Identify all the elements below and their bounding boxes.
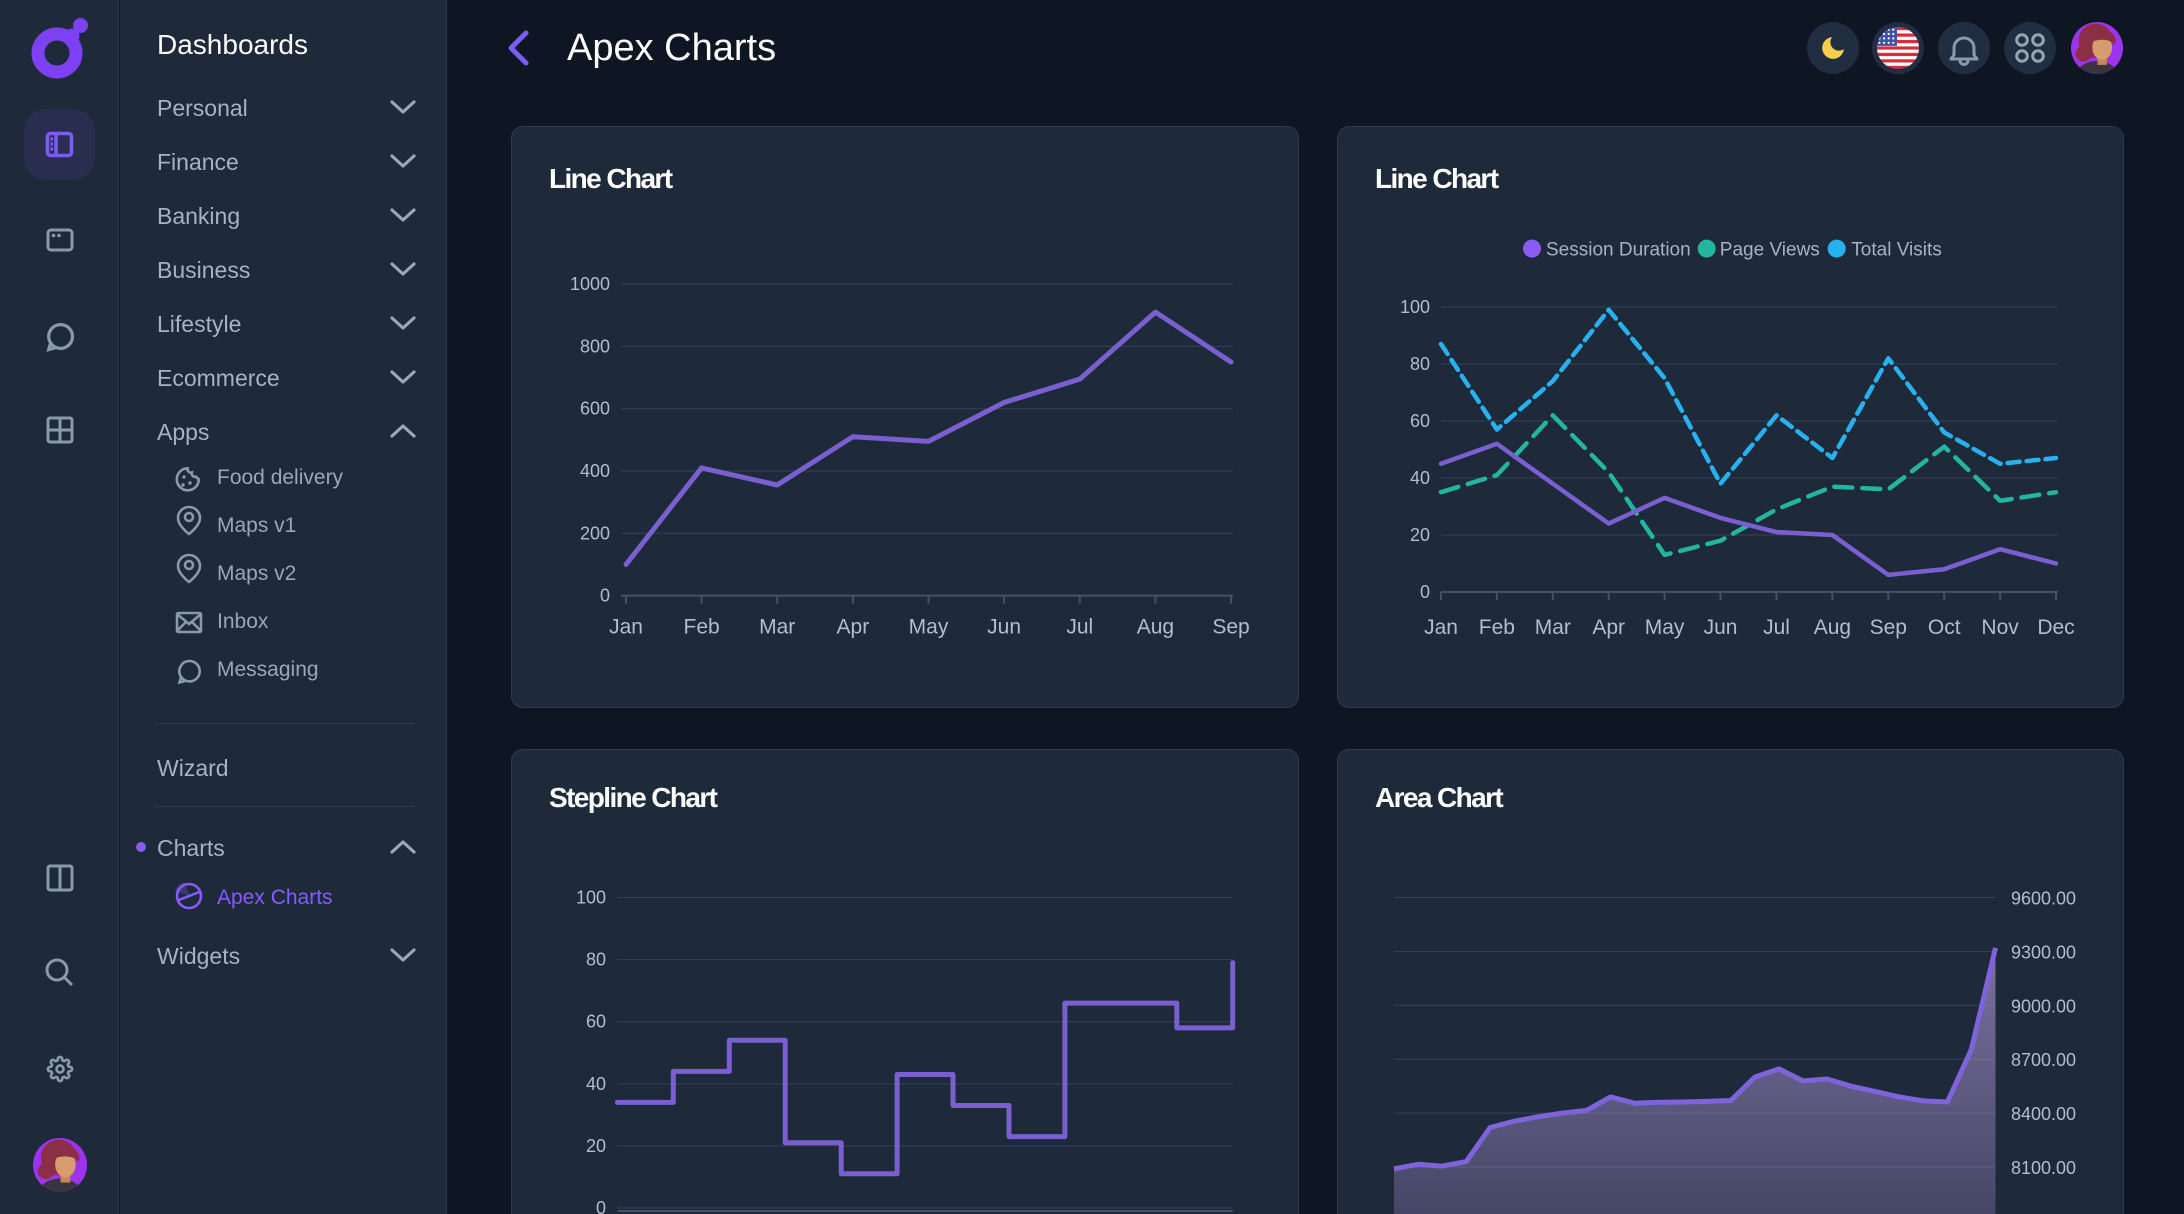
svg-text:Area Chart: Area Chart	[1375, 782, 1503, 813]
svg-text:Session Duration: Session Duration	[1546, 240, 1691, 261]
svg-text:Stepline Chart: Stepline Chart	[549, 782, 718, 813]
svg-text:9300.00: 9300.00	[2011, 942, 2076, 962]
svg-text:Line Chart: Line Chart	[549, 163, 673, 194]
svg-text:60: 60	[586, 1012, 606, 1032]
svg-text:60: 60	[1410, 411, 1430, 431]
svg-text:Aug: Aug	[1137, 616, 1174, 639]
svg-text:Mar: Mar	[759, 616, 795, 639]
svg-text:Dec: Dec	[2037, 616, 2074, 639]
svg-text:1000: 1000	[570, 274, 610, 294]
svg-text:400: 400	[580, 461, 610, 481]
svg-text:Line Chart: Line Chart	[1375, 163, 1499, 194]
svg-text:May: May	[909, 616, 949, 639]
svg-text:0: 0	[600, 586, 610, 606]
svg-text:Feb: Feb	[1479, 616, 1515, 639]
svg-text:40: 40	[1410, 468, 1430, 488]
svg-text:0: 0	[1420, 582, 1430, 602]
svg-text:Jul: Jul	[1066, 616, 1093, 639]
svg-text:Jul: Jul	[1763, 616, 1790, 639]
svg-text:100: 100	[576, 888, 606, 908]
svg-text:80: 80	[586, 950, 606, 970]
svg-text:Page Views: Page Views	[1720, 240, 1820, 261]
svg-text:Sep: Sep	[1212, 616, 1249, 639]
svg-text:Oct: Oct	[1928, 616, 1961, 639]
svg-text:80: 80	[1410, 354, 1430, 374]
svg-text:100: 100	[1400, 297, 1430, 317]
svg-text:Sep: Sep	[1870, 616, 1907, 639]
svg-text:May: May	[1645, 616, 1685, 639]
svg-text:Jun: Jun	[1704, 616, 1738, 639]
svg-text:Feb: Feb	[684, 616, 720, 639]
svg-text:Jan: Jan	[1424, 616, 1458, 639]
svg-text:40: 40	[586, 1074, 606, 1094]
svg-text:200: 200	[580, 523, 610, 543]
svg-text:9600.00: 9600.00	[2011, 889, 2076, 909]
svg-text:800: 800	[580, 336, 610, 356]
svg-text:Nov: Nov	[1981, 616, 2019, 639]
svg-text:Apr: Apr	[837, 616, 870, 639]
svg-text:9000.00: 9000.00	[2011, 996, 2076, 1016]
svg-text:Mar: Mar	[1535, 616, 1571, 639]
svg-text:0: 0	[596, 1198, 606, 1214]
svg-text:600: 600	[580, 399, 610, 419]
svg-text:20: 20	[586, 1136, 606, 1156]
svg-text:Aug: Aug	[1814, 616, 1851, 639]
svg-text:Total Visits: Total Visits	[1851, 240, 1941, 261]
svg-text:8400.00: 8400.00	[2011, 1104, 2076, 1124]
svg-text:7800.00: 7800.00	[2011, 1212, 2076, 1214]
svg-text:20: 20	[1410, 525, 1430, 545]
svg-text:Jun: Jun	[987, 616, 1021, 639]
svg-text:Apr: Apr	[1592, 616, 1625, 639]
svg-text:Jan: Jan	[609, 616, 643, 639]
svg-text:8700.00: 8700.00	[2011, 1050, 2076, 1070]
svg-text:8100.00: 8100.00	[2011, 1158, 2076, 1178]
